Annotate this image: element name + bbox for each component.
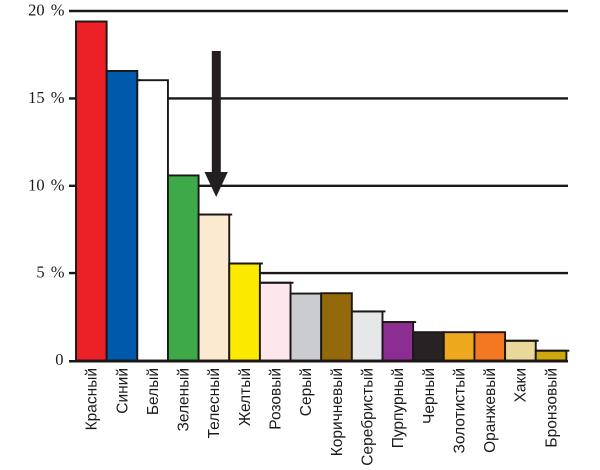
svg-text:Черный: Черный	[421, 368, 438, 424]
svg-text:Золотистый: Золотистый	[451, 368, 468, 454]
svg-text:10 %: 10 %	[28, 175, 65, 194]
svg-text:Серебристый: Серебристый	[360, 368, 377, 466]
svg-text:Белый: Белый	[145, 368, 162, 415]
svg-text:Серый: Серый	[298, 368, 315, 416]
svg-text:Розовый: Розовый	[268, 368, 285, 430]
svg-text:Телесный: Телесный	[206, 368, 223, 438]
svg-text:Синий: Синий	[114, 368, 131, 414]
svg-text:20 %: 20 %	[28, 1, 65, 20]
svg-text:Красный: Красный	[84, 368, 101, 430]
svg-text:0: 0	[55, 350, 63, 369]
svg-text:Пурпурный: Пурпурный	[390, 368, 407, 448]
svg-text:Зеленый: Зеленый	[176, 368, 193, 432]
svg-text:5 %: 5 %	[36, 263, 64, 282]
svg-text:15 %: 15 %	[28, 88, 65, 107]
svg-text:Бронзовый: Бронзовый	[543, 368, 560, 448]
svg-text:Хаки: Хаки	[513, 368, 530, 402]
svg-text:Коричневый: Коричневый	[329, 368, 346, 456]
svg-text:Желтый: Желтый	[237, 368, 254, 426]
svg-text:Оранжевый: Оранжевый	[482, 368, 499, 453]
